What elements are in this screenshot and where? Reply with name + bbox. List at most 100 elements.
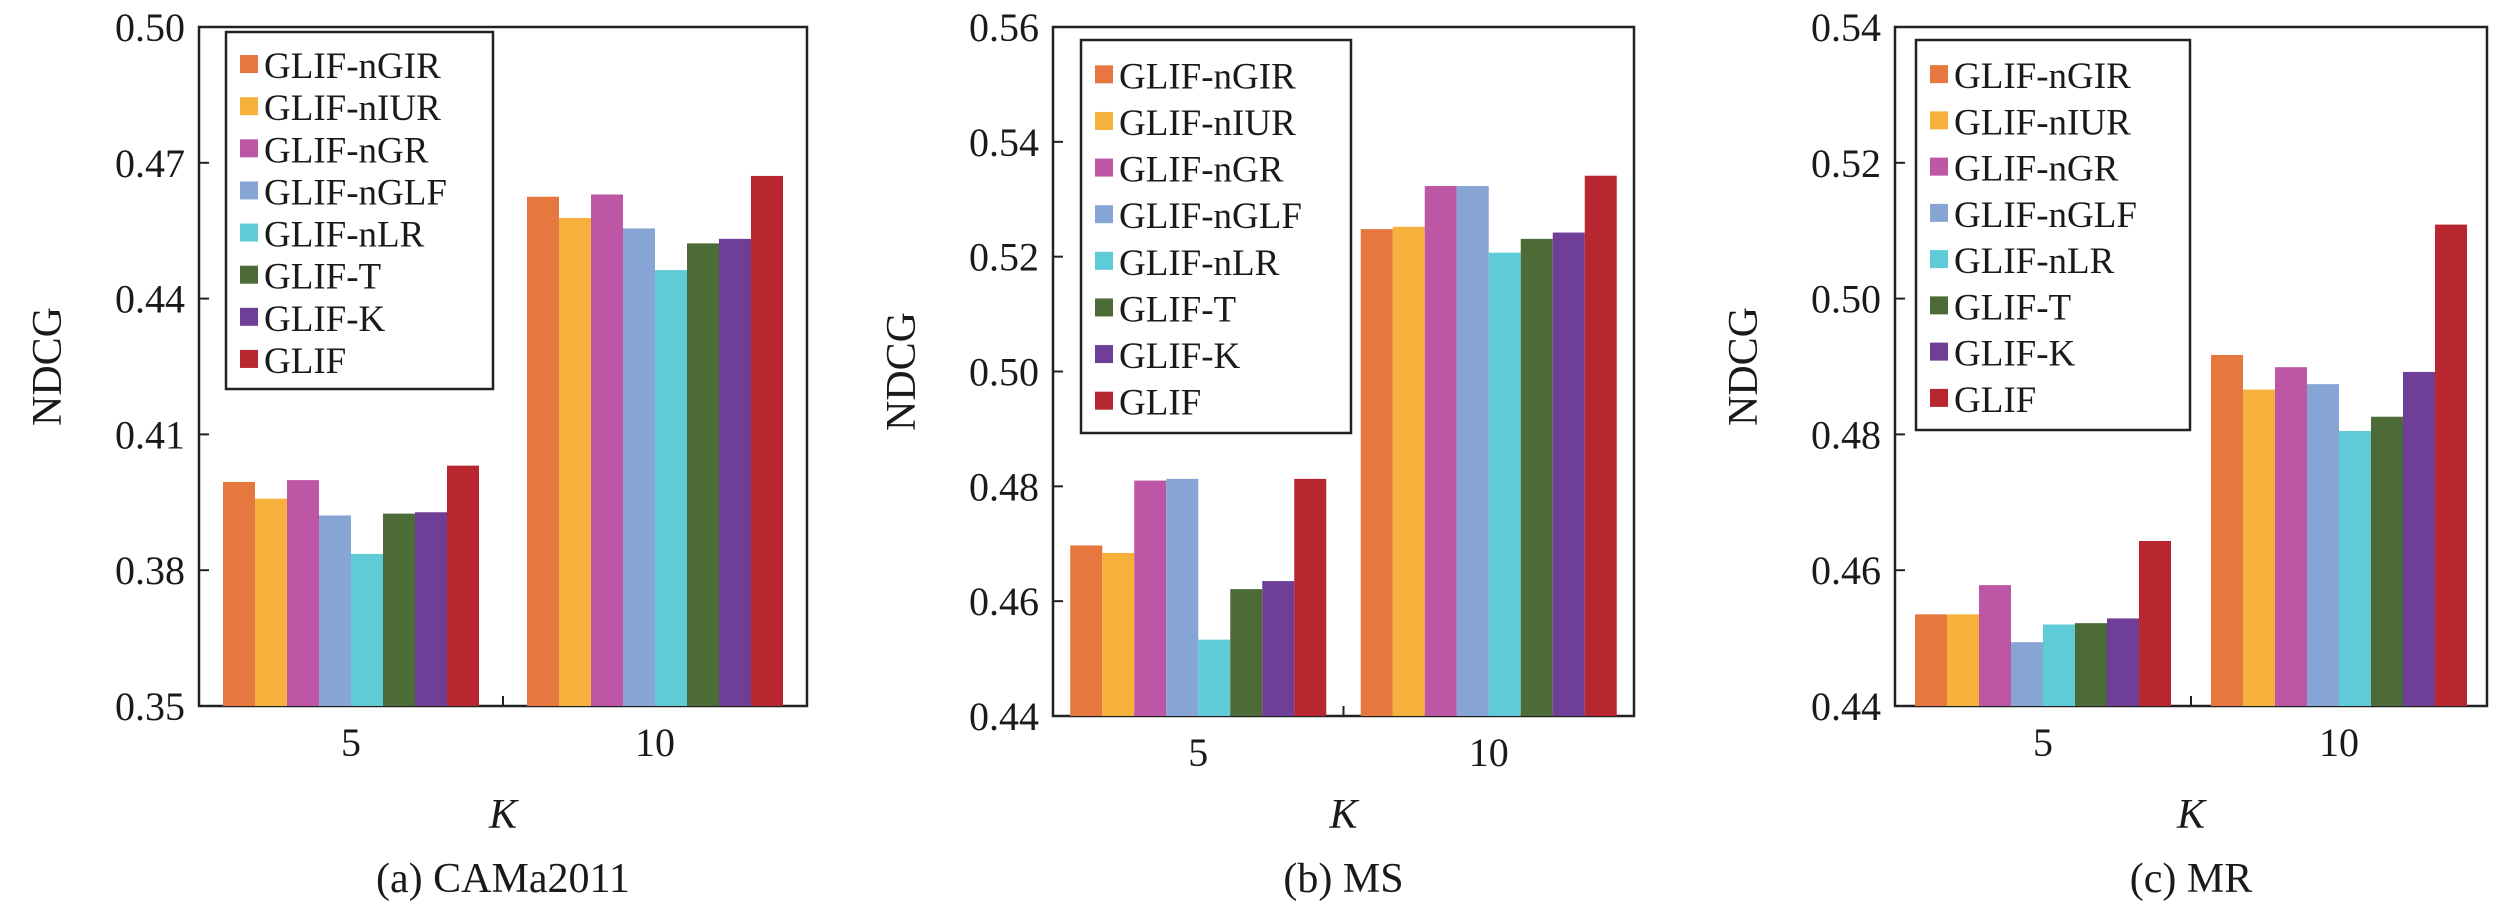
- bar-glif-nlr-k5: [2043, 624, 2075, 706]
- legend-label-glif-nglf: GLIF-nGLF: [1119, 196, 1302, 237]
- bar-glif-t-k10: [2371, 416, 2403, 706]
- bar-glif-t-k10: [1520, 238, 1553, 716]
- bar-glif-k-k5: [1262, 581, 1295, 716]
- bar-glif-ngr-k10: [2275, 367, 2307, 706]
- y-tick-label: 0.48: [969, 464, 1039, 509]
- legend-swatch-glif: [1930, 388, 1948, 407]
- y-tick-label: 0.52: [1811, 141, 1881, 186]
- bar-glif-niur-k5: [255, 498, 287, 706]
- legend-swatch-glif-k: [1095, 345, 1113, 364]
- legend-swatch-glif-ngr: [240, 139, 258, 158]
- y-tick-label: 0.44: [115, 277, 185, 322]
- legend-label-glif-nlr: GLIF-nLR: [1119, 243, 1280, 284]
- y-tick-label: 0.50: [1811, 277, 1881, 322]
- legend-swatch-glif-nglf: [1095, 205, 1113, 224]
- bar-glif-nlr-k10: [1488, 252, 1521, 716]
- legend-swatch-glif-t: [240, 265, 258, 284]
- bar-glif-nglf-k5: [319, 515, 351, 706]
- legend-swatch-glif-t: [1095, 298, 1113, 317]
- legend-swatch-glif-nlr: [1930, 250, 1948, 269]
- y-tick-label: 0.52: [969, 235, 1039, 280]
- bar-glif-ngir-k5: [1070, 545, 1103, 716]
- bar-glif-niur-k5: [1102, 552, 1135, 716]
- legend-swatch-glif-niur: [1930, 111, 1948, 130]
- legend-label-glif-nglf: GLIF-nGLF: [1954, 195, 2137, 236]
- bar-glif-ngir-k5: [1915, 614, 1947, 706]
- y-tick-label: 0.50: [115, 5, 185, 50]
- y-tick-label: 0.41: [115, 412, 185, 457]
- y-tick-label: 0.35: [115, 684, 185, 729]
- y-tick-label: 0.47: [115, 141, 185, 186]
- bar-glif-nlr-k10: [2339, 431, 2371, 706]
- bar-glif-nglf-k5: [2011, 642, 2043, 706]
- legend-swatch-glif-niur: [240, 97, 258, 116]
- bar-glif-k-k5: [415, 512, 447, 706]
- x-tick-label: 5: [1188, 730, 1208, 775]
- bar-glif-ngr-k5: [1979, 585, 2011, 706]
- bar-glif-nglf-k10: [2307, 384, 2339, 706]
- bar-glif-k10: [2435, 224, 2467, 707]
- bar-glif-k5: [447, 465, 479, 706]
- legend-label-glif-ngr: GLIF-nGR: [1954, 149, 2119, 190]
- bar-glif-k-k5: [2107, 618, 2139, 706]
- bar-glif-nglf-k10: [1456, 186, 1489, 716]
- legend-box: [1914, 38, 2192, 432]
- bar-glif-nlr-k5: [1198, 639, 1231, 716]
- bar-glif-k5: [2139, 541, 2171, 706]
- bar-glif-k-k10: [1552, 232, 1585, 716]
- legend-box: [1079, 38, 1353, 435]
- bar-glif-k-k10: [2403, 371, 2435, 706]
- x-axis-label: K: [1328, 792, 1359, 838]
- legend-label-glif-t: GLIF-T: [264, 257, 381, 298]
- legend-swatch-glif-ngr: [1930, 157, 1948, 176]
- y-tick-label: 0.46: [1811, 548, 1881, 593]
- legend-label-glif: GLIF: [1119, 383, 1201, 424]
- legend-swatch-glif-ngr: [1095, 158, 1113, 177]
- legend-label-glif-t: GLIF-T: [1954, 287, 2071, 328]
- bar-glif-k10: [751, 175, 783, 706]
- bar-glif-niur-k10: [1392, 226, 1425, 716]
- bar-glif-nlr-k5: [351, 553, 383, 706]
- y-tick-label: 0.56: [969, 5, 1039, 50]
- bar-glif-nlr-k10: [655, 270, 687, 706]
- legend-label-glif-ngr: GLIF-nGR: [1119, 150, 1284, 191]
- legend-label-glif-nlr: GLIF-nLR: [264, 215, 425, 256]
- chart-caption: (b) MS: [1283, 856, 1403, 902]
- y-tick-label: 0.54: [969, 120, 1039, 165]
- x-tick-label: 10: [2319, 720, 2359, 765]
- bar-glif-ngir-k10: [2211, 354, 2243, 706]
- bar-glif-k10: [1584, 175, 1617, 716]
- legend-label-glif-ngir: GLIF-nGIR: [1954, 56, 2131, 97]
- bar-glif-nglf-k5: [1166, 478, 1199, 716]
- bar-glif-niur-k10: [2243, 389, 2275, 706]
- bar-glif-ngr-k5: [287, 480, 319, 706]
- legend-label-glif-ngir: GLIF-nGIR: [264, 46, 441, 87]
- x-tick-label: 10: [1469, 730, 1509, 775]
- bar-glif-niur-k5: [1947, 614, 1979, 706]
- legend-swatch-glif-k: [1930, 342, 1948, 361]
- legend-box: [224, 30, 495, 391]
- bar-glif-niur-k10: [559, 218, 591, 706]
- legend-label-glif-niur: GLIF-nIUR: [1119, 103, 1296, 144]
- x-axis-label: K: [2176, 792, 2207, 838]
- y-tick-label: 0.50: [969, 350, 1039, 395]
- legend-label-glif: GLIF: [264, 341, 346, 382]
- chart-panel-2: 0.44 0.46 0.48 0.50 0.52 0.54 0.56 5 10 NDCG K (b) …: [879, 5, 1636, 902]
- chart-panel-1: 0.35 0.38 0.41 0.44 0.47 0.50 5 10 NDCG K (a) CAMa…: [25, 5, 809, 902]
- legend-label-glif-nlr: GLIF-nLR: [1954, 241, 2115, 282]
- bar-glif-t-k10: [687, 243, 719, 706]
- y-axis-label: NDCG: [1721, 307, 1767, 426]
- x-tick-label: 5: [2033, 720, 2053, 765]
- legend-label-glif-k: GLIF-K: [264, 299, 386, 340]
- legend-swatch-glif-nglf: [240, 181, 258, 200]
- y-tick-label: 0.46: [969, 579, 1039, 624]
- bar-glif-ngr-k10: [1424, 186, 1457, 716]
- bar-glif-ngir-k5: [223, 481, 255, 706]
- legend-label-glif-niur: GLIF-nIUR: [264, 88, 441, 129]
- legend-swatch-glif: [240, 349, 258, 368]
- y-axis-label: NDCG: [879, 312, 925, 431]
- bar-glif-ngr-k10: [591, 194, 623, 706]
- legend-swatch-glif-t: [1930, 296, 1948, 315]
- legend-swatch-glif-niur: [1095, 111, 1113, 130]
